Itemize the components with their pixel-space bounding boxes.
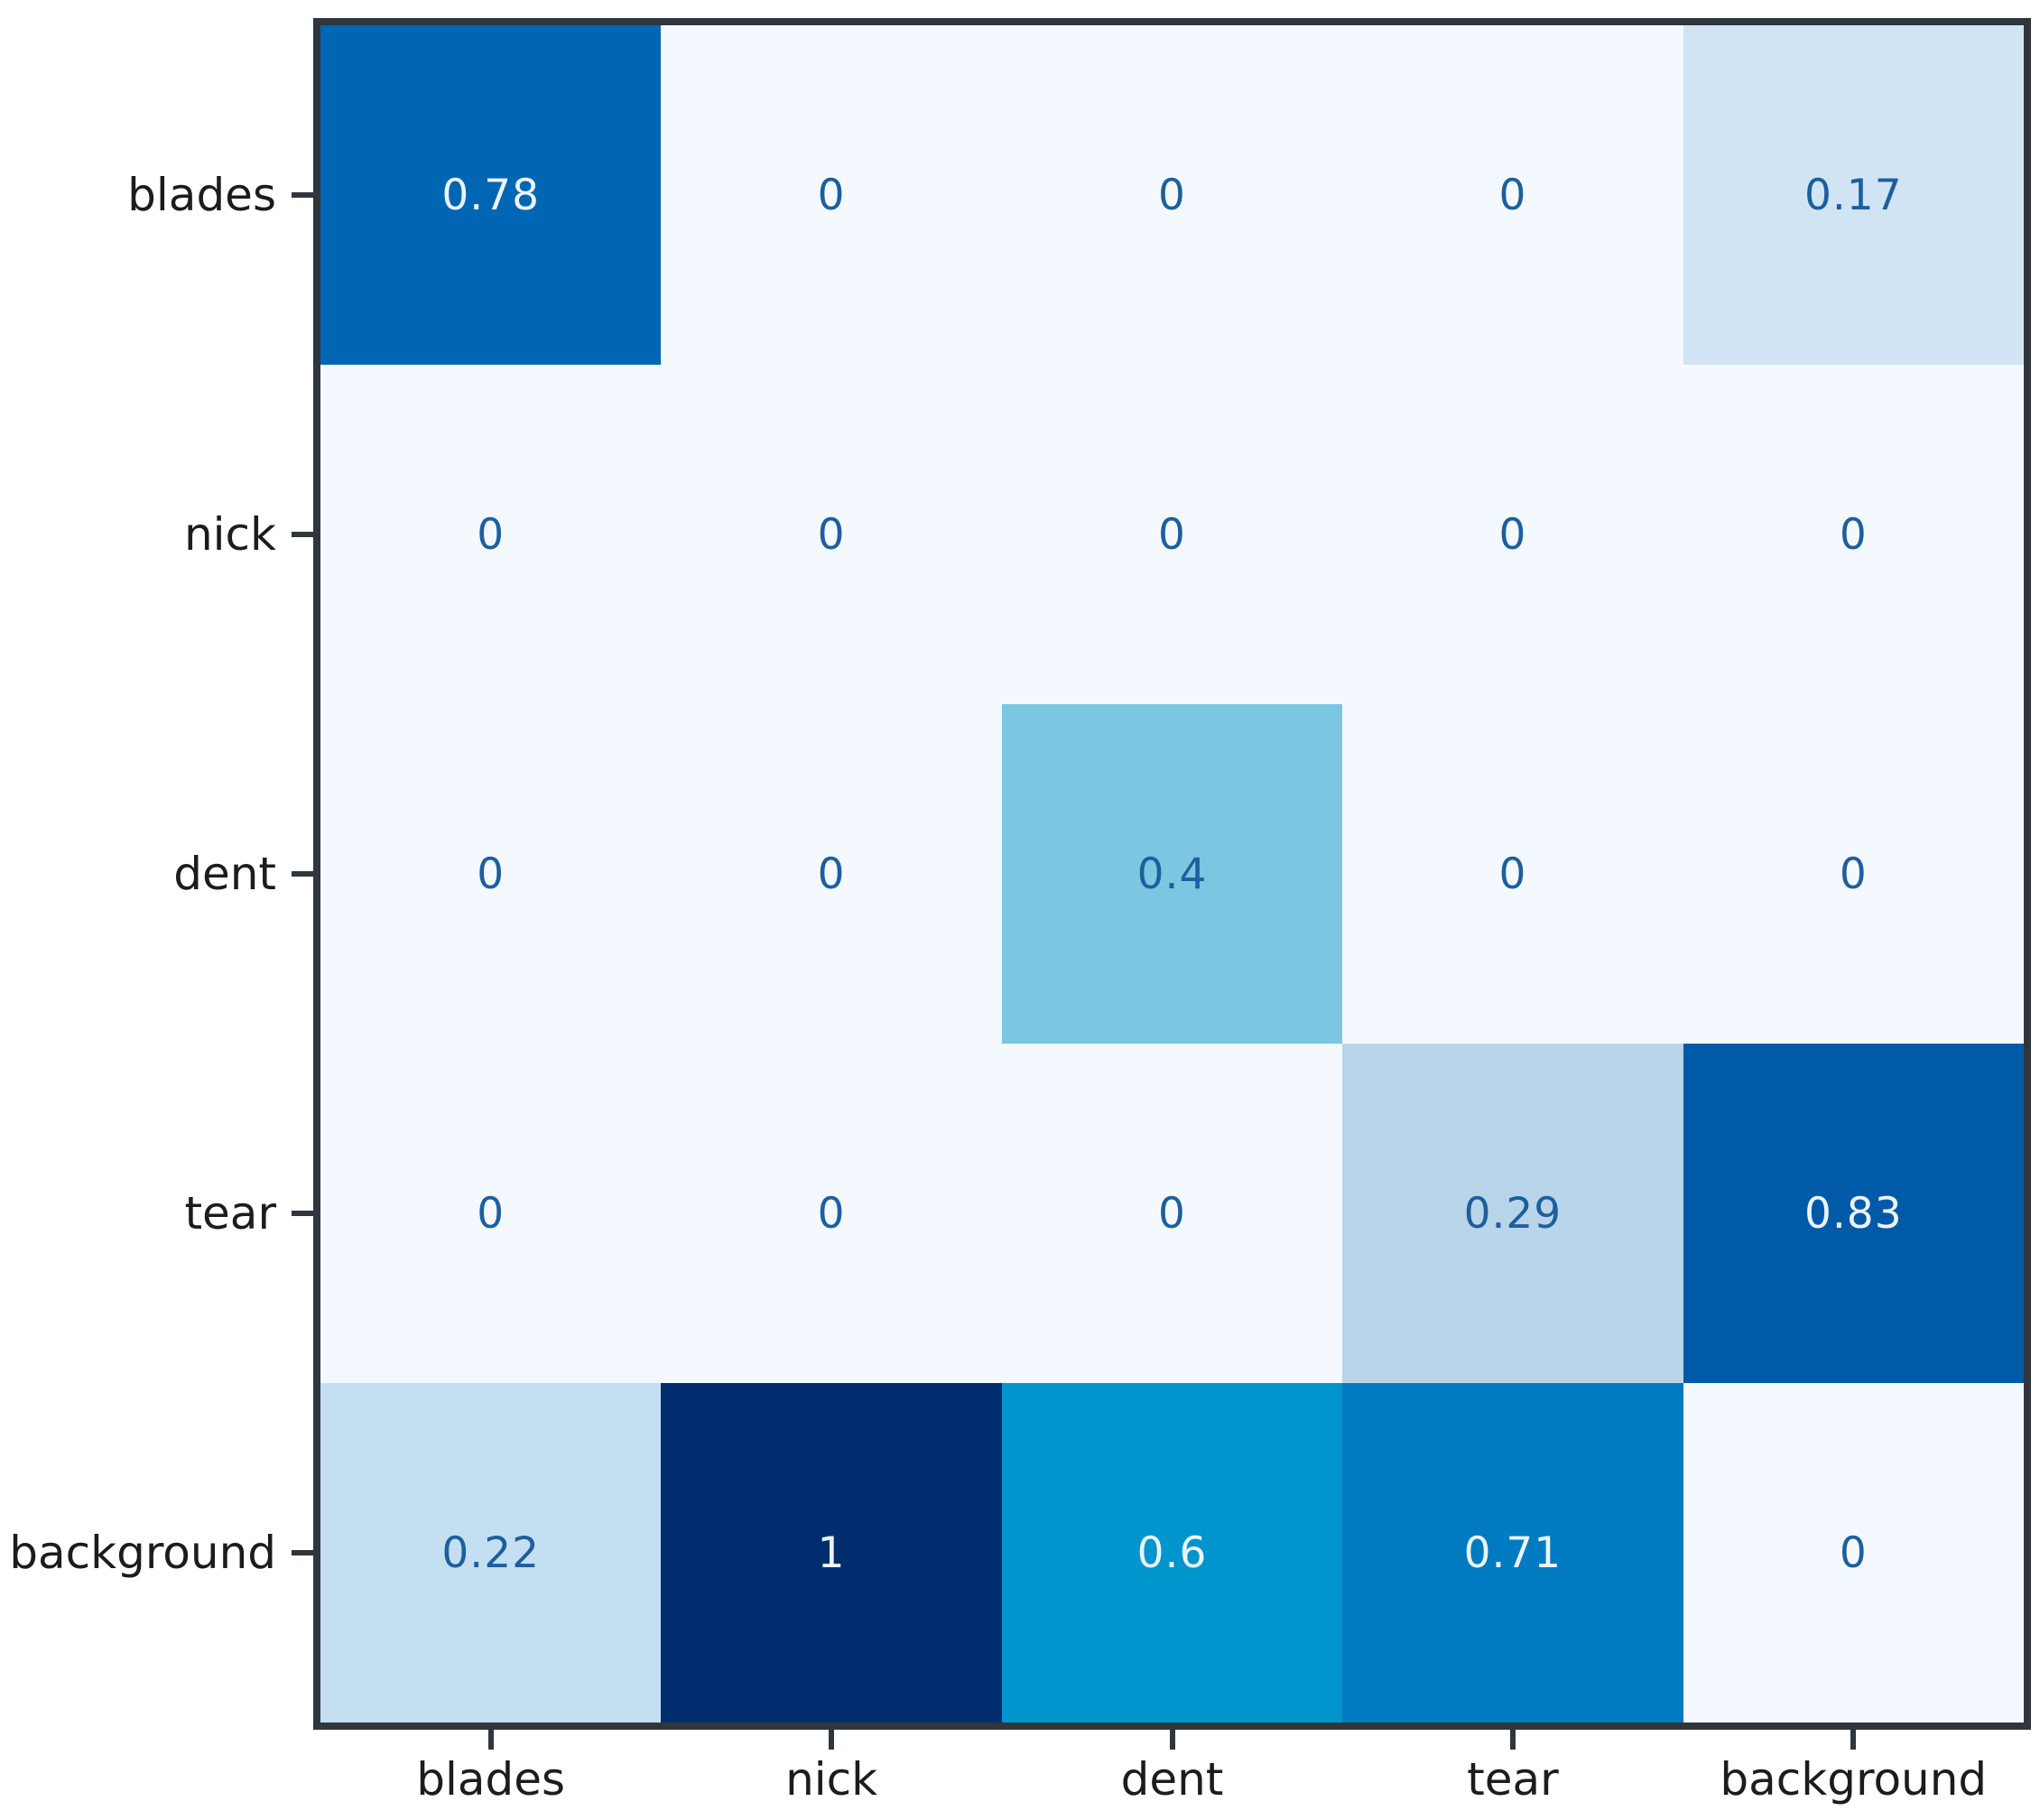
y-tick-label-dent: dent <box>173 848 276 900</box>
heatmap-cell-background-nick: 1 <box>661 1383 1002 1722</box>
x-tick-mark <box>829 1728 835 1750</box>
y-tick-label-blades: blades <box>127 169 276 221</box>
y-tick-mark <box>292 192 313 198</box>
heatmap-cell-blades-blades: 0.78 <box>320 25 662 365</box>
heatmap-cell-dent-background: 0 <box>1683 704 2024 1044</box>
x-tick-label-background: background <box>1720 1753 1988 1806</box>
heatmap-cell-background-blades: 0.22 <box>320 1383 662 1722</box>
heatmap-cell-tear-nick: 0 <box>661 1044 1002 1383</box>
heatmap-cell-dent-dent: 0.4 <box>1001 704 1343 1044</box>
heatmap-cell-tear-blades: 0 <box>320 1044 662 1383</box>
heatmap-cell-dent-tear: 0 <box>1342 704 1683 1044</box>
heatmap-cell-background-background: 0 <box>1683 1383 2024 1722</box>
heatmap-cell-background-dent: 0.6 <box>1001 1383 1343 1722</box>
heatmap-cell-blades-tear: 0 <box>1342 25 1683 365</box>
heatmap-cell-nick-nick: 0 <box>661 365 1002 704</box>
x-tick-mark <box>1850 1728 1857 1750</box>
y-tick-mark <box>292 532 313 537</box>
heatmap-cell-nick-dent: 0 <box>1001 365 1343 704</box>
heatmap-cell-blades-dent: 0 <box>1001 25 1343 365</box>
y-tick-mark <box>292 1550 313 1555</box>
heatmap-cell-nick-blades: 0 <box>320 365 662 704</box>
heatmap-cell-tear-tear: 0.29 <box>1342 1044 1683 1383</box>
x-tick-label-dent: dent <box>1120 1753 1224 1806</box>
heatmap-cell-dent-nick: 0 <box>661 704 1002 1044</box>
heatmap-cell-tear-dent: 0 <box>1001 1044 1343 1383</box>
x-tick-label-tear: tear <box>1467 1753 1559 1806</box>
y-tick-mark <box>292 1211 313 1216</box>
heatmap-cell-tear-background: 0.83 <box>1683 1044 2024 1383</box>
heatmap-cell-dent-blades: 0 <box>320 704 662 1044</box>
y-tick-label-background: background <box>9 1527 276 1579</box>
heatmap-cell-nick-tear: 0 <box>1342 365 1683 704</box>
y-tick-mark <box>292 871 313 877</box>
x-tick-label-nick: nick <box>785 1753 878 1806</box>
heatmap-plot-area: 0.78 0 0 0 0.17 0 0 0 0 0 0 0 0.4 0 0 0 0 0 0.29 0.83 0.22 1 0… <box>313 18 2031 1730</box>
y-tick-label-nick: nick <box>183 508 276 561</box>
heatmap-cell-background-tear: 0.71 <box>1342 1383 1683 1722</box>
x-tick-mark <box>1509 1728 1516 1750</box>
x-tick-mark <box>487 1728 494 1750</box>
x-tick-label-blades: blades <box>416 1753 566 1806</box>
heatmap-cell-blades-nick: 0 <box>661 25 1002 365</box>
heatmap-cell-nick-background: 0 <box>1683 365 2024 704</box>
y-tick-label-tear: tear <box>184 1187 276 1240</box>
x-tick-mark <box>1169 1728 1175 1750</box>
heatmap-grid: 0.78 0 0 0 0.17 0 0 0 0 0 0 0 0.4 0 0 0 0 0 0.29 0.83 0.22 1 0… <box>320 25 2024 1722</box>
heatmap-cell-blades-background: 0.17 <box>1683 25 2024 365</box>
